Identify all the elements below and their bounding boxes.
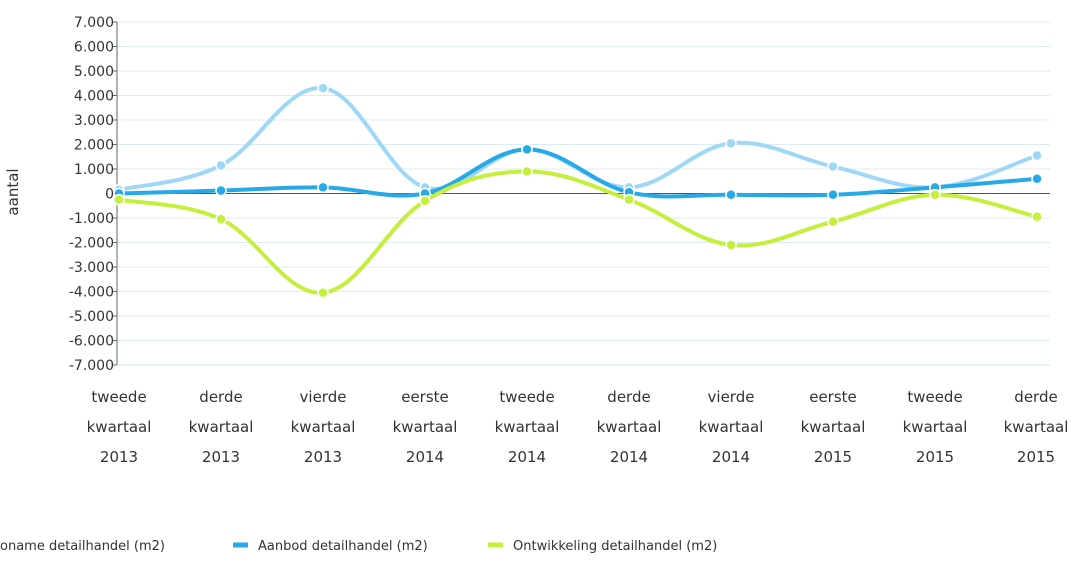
data-point[interactable] (113, 193, 125, 206)
x-tick-label: vierde (708, 388, 755, 406)
y-tick-label: 1.000 (74, 162, 114, 178)
legend-item-1[interactable]: oname detailhandel (m2) (0, 539, 165, 554)
x-tick-label: derde (199, 388, 242, 406)
x-tick-label: 2014 (508, 448, 546, 466)
x-tick-label: derde (1014, 388, 1057, 406)
axes (116, 22, 1050, 366)
data-point[interactable] (317, 82, 329, 94)
y-tick-label: 3.000 (74, 113, 114, 129)
x-tick-label: vierde (300, 388, 347, 406)
y-tick-label: 2.000 (74, 138, 114, 154)
x-tick-label: kwartaal (87, 418, 152, 436)
legend-item-2[interactable]: Aanbod detailhandel (m2) (233, 539, 428, 554)
x-tick-label: eerste (809, 388, 857, 406)
x-tick-label: kwartaal (1004, 418, 1069, 436)
series-line-1 (117, 86, 1039, 192)
data-point[interactable] (725, 137, 737, 150)
x-tick-label: kwartaal (903, 418, 968, 436)
data-point[interactable] (929, 188, 941, 201)
legend-label: Aanbod detailhandel (m2) (258, 539, 428, 554)
x-tick-label: eerste (401, 388, 449, 406)
x-tick-label: kwartaal (189, 418, 254, 436)
x-tick-label: kwartaal (801, 418, 866, 436)
y-tick-label: -3.000 (69, 260, 114, 276)
data-point[interactable] (521, 165, 533, 178)
y-tick-label: -2.000 (69, 236, 114, 252)
x-tick-label: 2015 (916, 448, 954, 466)
x-tick-label: kwartaal (597, 418, 662, 436)
y-tick-label: -5.000 (69, 309, 114, 325)
x-tick-label: 2013 (202, 448, 240, 466)
y-tick-label: 6.000 (74, 40, 114, 56)
data-point[interactable] (215, 159, 227, 172)
data-point[interactable] (623, 193, 635, 206)
x-tick-label: 2014 (610, 448, 648, 466)
x-tick-label: 2014 (712, 448, 750, 466)
y-tick-label: 5.000 (74, 64, 114, 80)
x-tick-label: kwartaal (291, 418, 356, 436)
x-tick-label: 2015 (814, 448, 852, 466)
x-tick-label: tweede (91, 388, 146, 406)
data-point[interactable] (827, 215, 839, 228)
y-tick-label: -4.000 (69, 285, 114, 301)
data-point[interactable] (317, 181, 329, 194)
data-point[interactable] (1031, 211, 1043, 223)
y-tick-label: 7.000 (74, 15, 114, 31)
y-axis-ticks: 7.000 6.000 5.000 4.000 3.000 2.000 1.000 0 -1.0… (69, 15, 117, 374)
x-tick-label: 2014 (406, 448, 444, 466)
x-tick-label: 2013 (100, 448, 138, 466)
x-tick-label: 2015 (1017, 448, 1055, 466)
data-point[interactable] (317, 286, 329, 299)
series-points (113, 82, 1043, 299)
x-tick-label: kwartaal (495, 418, 560, 436)
x-tick-label: kwartaal (393, 418, 458, 436)
legend[interactable]: oname detailhandel (m2) Aanbod detailhand… (0, 539, 717, 554)
x-axis-ticks: tweede kwartaal 2013 derde kwartaal 2013 vierd… (87, 388, 1069, 466)
series-lines (117, 86, 1039, 295)
x-tick-label: tweede (499, 388, 554, 406)
data-point[interactable] (215, 213, 227, 225)
legend-label: oname detailhandel (m2) (0, 539, 165, 554)
x-tick-label: kwartaal (699, 418, 764, 436)
series-line-3 (117, 169, 1039, 295)
data-point[interactable] (725, 239, 737, 251)
y-axis-label: aantal (4, 168, 22, 215)
data-point[interactable] (419, 195, 431, 207)
y-tick-label: 0 (105, 187, 114, 203)
y-tick-label: 4.000 (74, 89, 114, 105)
data-point[interactable] (521, 143, 533, 156)
y-tick-label: -7.000 (69, 358, 114, 374)
y-tick-label: -1.000 (69, 211, 114, 227)
series-line-2 (117, 147, 1039, 199)
x-tick-label: 2013 (304, 448, 342, 466)
x-tick-label: tweede (907, 388, 962, 406)
legend-label: Ontwikkeling detailhandel (m2) (513, 539, 717, 554)
data-point[interactable] (827, 160, 839, 173)
data-point[interactable] (1031, 173, 1043, 185)
legend-item-3[interactable]: Ontwikkeling detailhandel (m2) (488, 539, 717, 554)
y-tick-label: -6.000 (69, 334, 114, 350)
data-point[interactable] (827, 188, 839, 201)
data-point[interactable] (1031, 149, 1043, 162)
data-point[interactable] (215, 184, 227, 197)
x-tick-label: derde (607, 388, 650, 406)
data-point[interactable] (725, 188, 737, 201)
